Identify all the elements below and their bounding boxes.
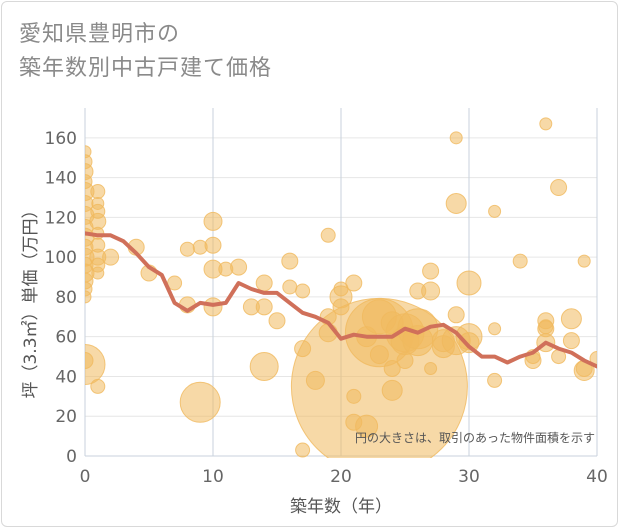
chart-title: 愛知県豊明市の 築年数別中古戸建て価格 — [19, 18, 272, 86]
bubble-point — [560, 308, 582, 330]
average-price-line — [85, 231, 597, 369]
y-tick-label: 100 — [45, 248, 77, 268]
x-axis-ticks: 0 10 20 30 40 — [80, 467, 608, 487]
bubble-point — [204, 236, 222, 254]
bubble-point — [90, 184, 106, 200]
x-tick-label: 20 — [330, 467, 352, 487]
bubble-point — [550, 179, 568, 197]
y-tick-label: 40 — [55, 367, 77, 387]
x-axis-label: 築年数（年） — [290, 497, 392, 517]
bubble-point — [577, 254, 591, 268]
x-tick-label: 40 — [586, 467, 608, 487]
y-axis-label: 坪（3.3㎡）単価（万円） — [21, 201, 41, 398]
bubble-point — [295, 283, 311, 299]
bubble-point — [179, 381, 221, 423]
bubble-point — [383, 360, 401, 378]
bubble-point — [90, 378, 106, 394]
x-tick-label: 0 — [80, 467, 91, 487]
bubble-point — [487, 372, 503, 388]
bubble-point — [369, 345, 389, 365]
chart-title-line-2: 築年数別中古戸建て価格 — [19, 56, 273, 81]
bubble-point — [203, 211, 223, 231]
bubble-point — [422, 262, 440, 280]
bubble-point — [512, 253, 528, 269]
bubble-point — [320, 227, 336, 243]
bubble-point — [456, 270, 482, 296]
x-tick-label: 10 — [202, 467, 224, 487]
y-tick-label: 0 — [66, 447, 77, 467]
bubble-point — [381, 379, 403, 401]
bubble-point — [281, 252, 299, 270]
bubble-point — [230, 258, 248, 276]
bubble-point — [85, 352, 94, 370]
bubble-point — [255, 298, 273, 316]
x-tick-label: 30 — [458, 467, 480, 487]
bubble-point — [488, 322, 502, 336]
bubble-point — [268, 312, 286, 330]
bubble-size-note: 円の大きさは、取引のあった物件面積を示す — [355, 430, 595, 445]
bubble-point — [488, 204, 502, 218]
y-axis-ticks: 0 20 40 60 80 100 120 140 160 — [45, 129, 77, 467]
bubble-point — [85, 290, 92, 304]
bubble-point — [562, 332, 580, 350]
bubble-point — [91, 266, 105, 280]
y-tick-label: 160 — [45, 129, 77, 149]
bubble-series — [85, 117, 597, 458]
y-tick-label: 80 — [55, 288, 77, 308]
bubble-point — [179, 241, 195, 257]
bubble-point — [424, 362, 438, 376]
bubble-point — [449, 131, 463, 145]
bubble-point — [295, 442, 311, 458]
y-tick-label: 140 — [45, 169, 77, 189]
y-tick-label: 60 — [55, 328, 77, 348]
bubble-point — [345, 274, 363, 292]
bubble-point — [539, 117, 553, 131]
bubble-point — [458, 332, 480, 354]
bubble-point — [447, 306, 465, 324]
bubble-point — [396, 352, 414, 370]
bubble-point — [421, 281, 441, 301]
bubble-point — [255, 274, 273, 292]
chart-title-line-1: 愛知県豊明市の — [19, 22, 181, 47]
bubble-point — [445, 192, 467, 214]
bubble-point — [282, 279, 298, 295]
y-tick-label: 120 — [45, 208, 77, 228]
bubble-point — [102, 248, 120, 266]
bubble-point — [249, 352, 279, 382]
trend-series — [85, 231, 597, 369]
y-tick-label: 20 — [55, 407, 77, 427]
